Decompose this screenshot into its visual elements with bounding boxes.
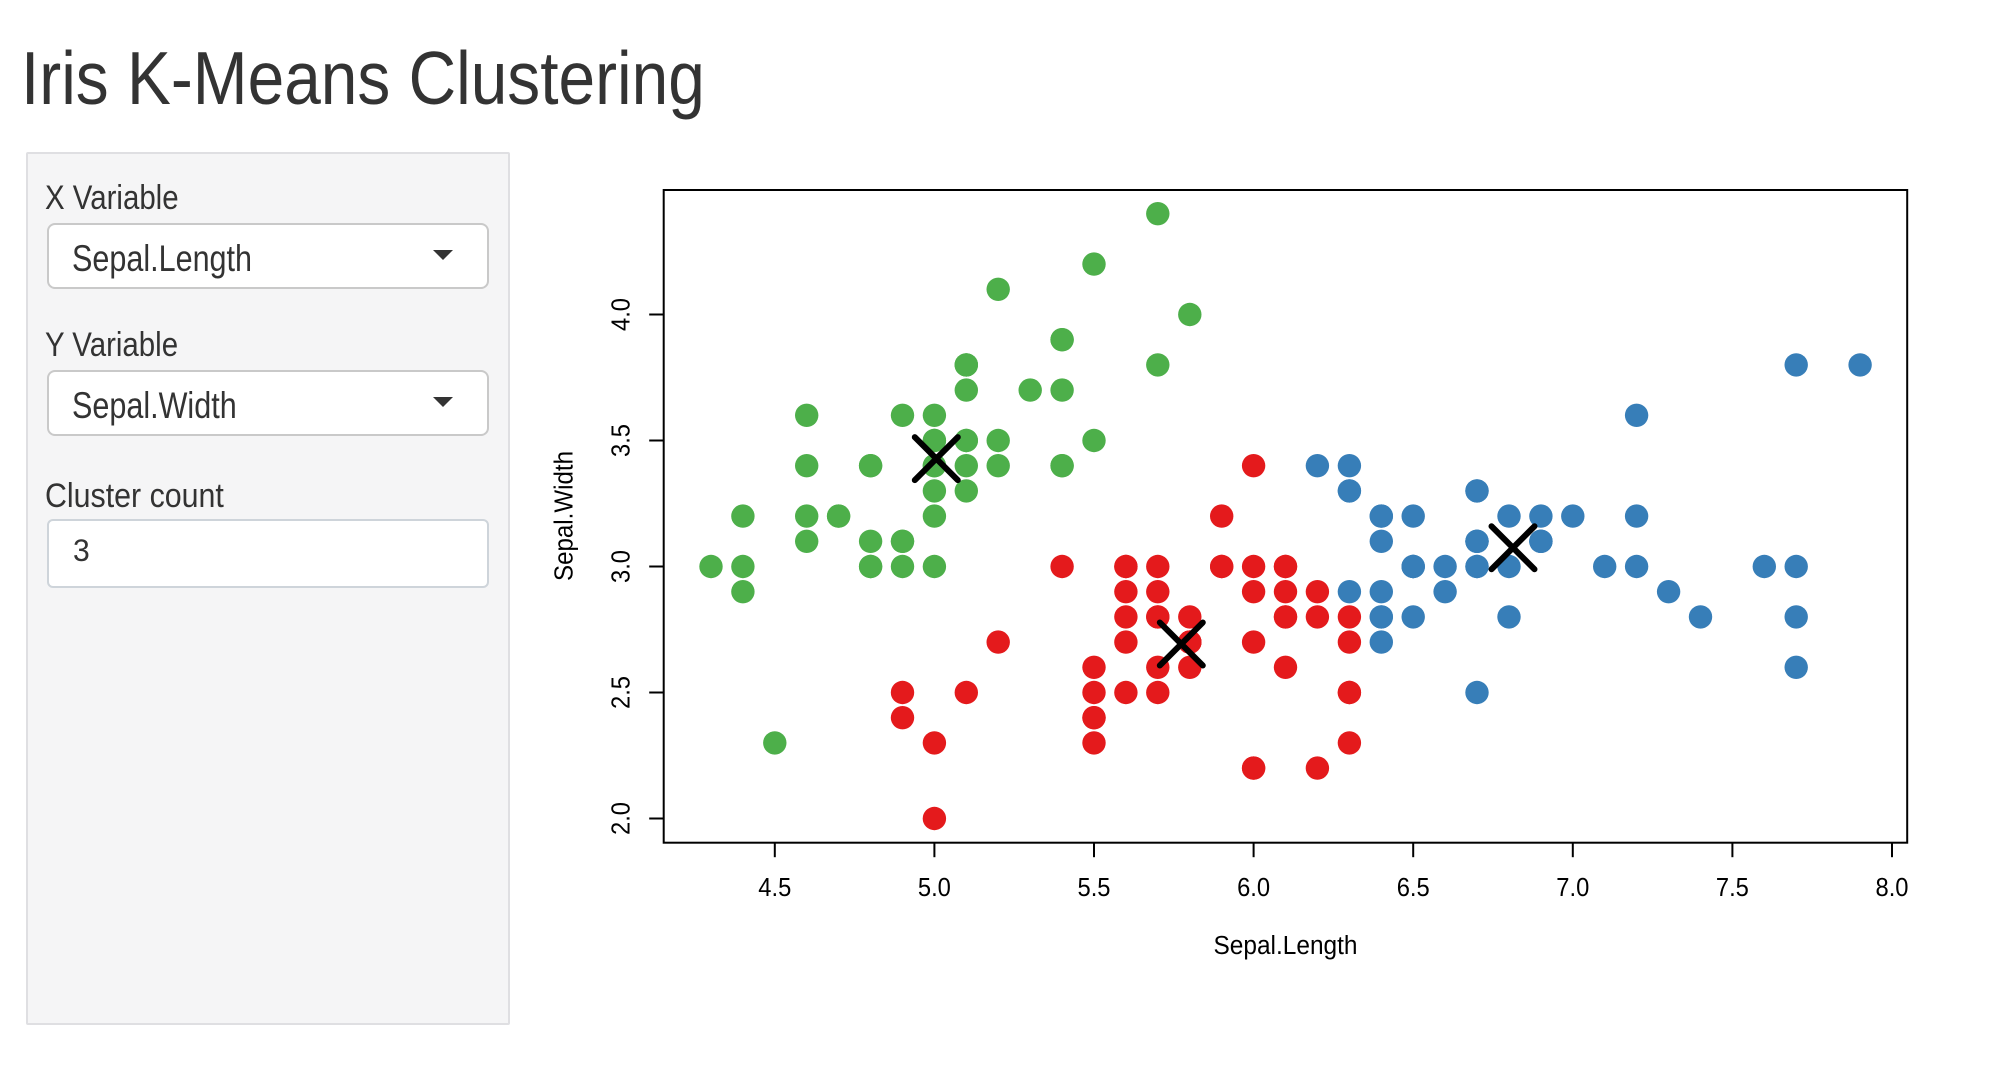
- svg-text:6.0: 6.0: [1237, 874, 1270, 902]
- svg-text:Sepal.Width: Sepal.Width: [550, 451, 578, 581]
- svg-text:7.0: 7.0: [1556, 874, 1589, 902]
- svg-text:6.5: 6.5: [1397, 874, 1430, 902]
- svg-text:4.5: 4.5: [758, 874, 791, 902]
- svg-text:2.5: 2.5: [608, 676, 636, 709]
- svg-text:8.0: 8.0: [1876, 874, 1909, 902]
- svg-text:3.0: 3.0: [608, 550, 636, 583]
- svg-text:2.0: 2.0: [608, 802, 636, 835]
- svg-text:5.0: 5.0: [918, 874, 951, 902]
- svg-text:5.5: 5.5: [1078, 874, 1111, 902]
- svg-text:3.5: 3.5: [608, 424, 636, 457]
- svg-text:7.5: 7.5: [1716, 874, 1749, 902]
- svg-text:4.0: 4.0: [608, 298, 636, 331]
- svg-text:Sepal.Length: Sepal.Length: [1214, 932, 1358, 960]
